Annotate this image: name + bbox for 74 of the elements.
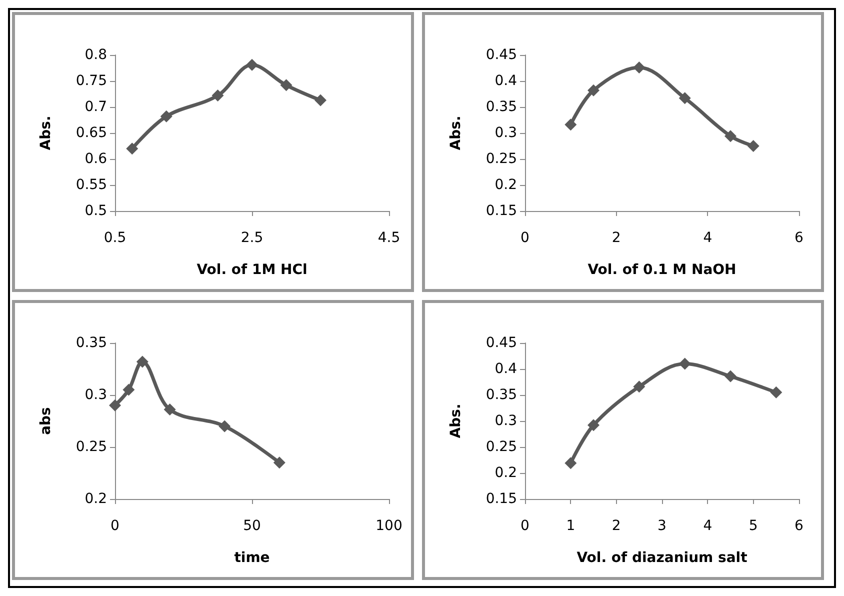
y-tick-label: 0.3 xyxy=(494,125,517,141)
point xyxy=(747,140,760,152)
point xyxy=(564,457,577,470)
y-tick-label: 0.45 xyxy=(486,335,517,351)
point xyxy=(588,84,600,96)
point xyxy=(564,118,577,131)
x-axis-title: Vol. of 1M HCl xyxy=(196,262,308,278)
x-tick-label: 0.5 xyxy=(104,230,126,246)
x-tick-label: 2 xyxy=(612,518,621,534)
y-tick-label: 0.8 xyxy=(84,47,107,63)
x-tick-label: 100 xyxy=(376,518,402,534)
point xyxy=(724,130,736,142)
y-axis-title: Abs. xyxy=(448,404,464,438)
y-tick-label: 0.35 xyxy=(486,387,517,403)
point xyxy=(588,419,600,432)
y-tick-label: 0.35 xyxy=(76,335,107,351)
x-tick-label: 6 xyxy=(794,230,804,246)
x-axis-title: time xyxy=(234,550,270,566)
point xyxy=(633,61,646,74)
y-tick-label: 0.3 xyxy=(494,413,517,429)
y-tick-label: 0.2 xyxy=(494,465,517,481)
x-tick-label: 50 xyxy=(243,518,261,534)
y-tick-label: 0.2 xyxy=(494,177,517,193)
y-tick-label: 0.7 xyxy=(84,99,107,115)
y-tick-label: 0.75 xyxy=(76,73,107,89)
y-tick-label: 0.25 xyxy=(76,439,107,455)
point xyxy=(164,404,176,416)
point xyxy=(633,380,646,393)
point xyxy=(273,456,286,469)
x-tick-label: 2 xyxy=(612,230,621,246)
point xyxy=(280,79,292,92)
x-tick-label: 0 xyxy=(110,518,120,534)
x-tick-label: 5 xyxy=(748,518,758,534)
point xyxy=(136,356,148,368)
point xyxy=(218,420,231,432)
point xyxy=(314,94,326,106)
y-tick-label: 0.4 xyxy=(494,361,518,377)
y-tick-label: 0.3 xyxy=(84,387,107,403)
x-tick-label: 2.5 xyxy=(240,230,264,246)
x-tick-label: 4 xyxy=(703,518,712,534)
point xyxy=(678,92,691,104)
y-axis-title: Abs. xyxy=(448,116,464,150)
point xyxy=(770,386,782,398)
point xyxy=(724,370,736,382)
x-tick-label: 0 xyxy=(520,518,530,534)
point xyxy=(126,142,138,155)
point xyxy=(122,384,135,396)
x-tick-label: 3 xyxy=(658,518,666,534)
y-tick-label: 0.15 xyxy=(486,203,517,219)
y-tick-label: 0.65 xyxy=(76,125,107,141)
point xyxy=(246,58,258,71)
x-tick-label: 1 xyxy=(566,518,576,534)
x-tick-label: 4 xyxy=(703,230,712,246)
y-axis-title: abs xyxy=(38,407,54,435)
y-tick-label: 0.15 xyxy=(486,491,517,507)
y-tick-label: 0.25 xyxy=(486,439,517,455)
y-tick-label: 0.45 xyxy=(486,47,517,63)
x-axis-title: Vol. of 0.1 M NaOH xyxy=(588,262,736,278)
y-tick-label: 0.4 xyxy=(494,73,518,89)
x-tick-label: 6 xyxy=(794,518,804,534)
point xyxy=(678,358,691,370)
x-axis-title: Vol. of diazanium salt xyxy=(576,550,748,566)
y-tick-label: 0.55 xyxy=(76,177,107,193)
x-tick-label: 4.5 xyxy=(378,230,400,246)
point xyxy=(160,110,172,122)
x-tick-label: 0 xyxy=(520,230,530,246)
y-tick-label: 0.35 xyxy=(486,99,517,115)
y-axis-title: Abs. xyxy=(38,116,54,150)
point xyxy=(109,399,121,412)
y-tick-label: 0.6 xyxy=(84,151,108,167)
y-tick-label: 0.2 xyxy=(84,491,107,507)
y-tick-label: 0.5 xyxy=(84,203,107,219)
point xyxy=(212,90,224,102)
y-tick-label: 0.25 xyxy=(486,151,517,167)
